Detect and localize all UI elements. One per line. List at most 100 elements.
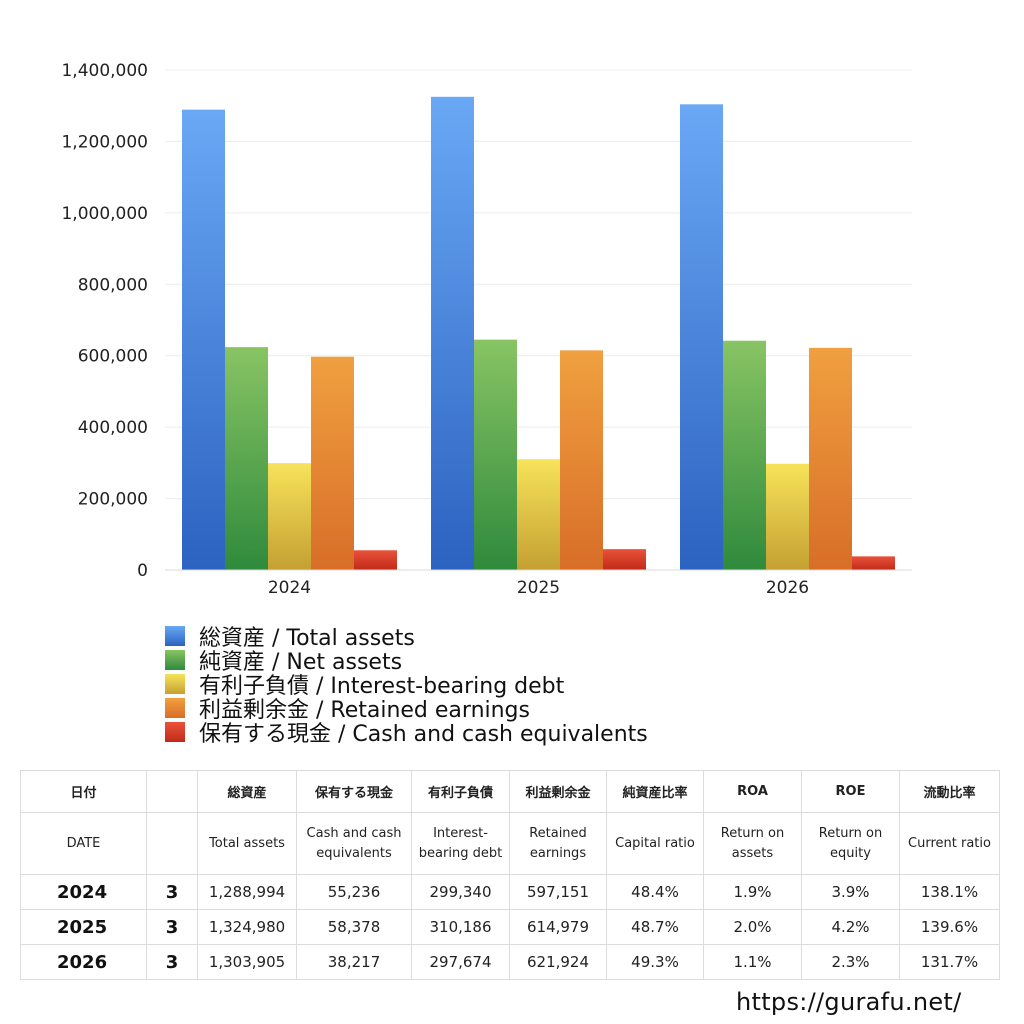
bar-chart: 0 200,000 400,000 600,000 800,000 1,000,000 1,… (61, 61, 912, 598)
bar (431, 96, 474, 571)
cell-roe: 3.9% (801, 874, 900, 910)
bar (852, 556, 895, 570)
legend-label: 保有する現金 / Cash and cash equivalents (199, 722, 648, 747)
header-total-assets-jp: 総資産 (197, 770, 297, 813)
cell-capital-ratio: 48.4% (606, 874, 704, 910)
legend-item-interest-bearing-debt: 有利子負債 / Interest-bearing debt (165, 672, 648, 699)
legend-label: 利益剰余金 / Retained earnings (199, 698, 530, 723)
header-debt-jp: 有利子負債 (411, 770, 510, 813)
cell-retained: 621,924 (509, 944, 607, 980)
axes: 0 200,000 400,000 600,000 800,000 1,000,000 1,… (61, 61, 912, 598)
cell-month: 3 (146, 909, 198, 945)
y-tick-label: 200,000 (78, 490, 148, 510)
cell-year: 2026 (20, 944, 147, 980)
cell-cash: 38,217 (296, 944, 412, 980)
legend-swatch (165, 722, 185, 742)
x-tick-label: 2024 (268, 578, 311, 598)
cell-cash: 55,236 (296, 874, 412, 910)
bar (268, 463, 311, 570)
header-roe-en: Return on equity (801, 812, 900, 875)
cell-year: 2025 (20, 909, 147, 945)
table-header-en: DATE Total assets Cash and cash equivale… (20, 812, 1000, 875)
cell-debt: 299,340 (411, 874, 510, 910)
financial-table: 日付 総資産 保有する現金 有利子負債 利益剰余金 純資産比率 ROA ROE … (20, 770, 1000, 980)
bar (474, 339, 517, 570)
x-tick-label: 2026 (766, 578, 809, 598)
bar (560, 350, 603, 570)
bar (354, 550, 397, 570)
cell-roe: 4.2% (801, 909, 900, 945)
bar (680, 104, 723, 570)
cell-month: 3 (146, 874, 198, 910)
table-row: 2026 3 1,303,905 38,217 297,674 621,924 … (20, 944, 1000, 980)
legend-swatch (165, 674, 185, 694)
y-tick-label: 600,000 (78, 347, 148, 367)
cell-current-ratio: 138.1% (899, 874, 1000, 910)
cell-debt: 310,186 (411, 909, 510, 945)
cell-roa: 2.0% (703, 909, 802, 945)
header-roe-jp: ROE (801, 770, 900, 813)
cell-retained: 597,151 (509, 874, 607, 910)
cell-capital-ratio: 49.3% (606, 944, 704, 980)
cell-capital-ratio: 48.7% (606, 909, 704, 945)
cell-cash: 58,378 (296, 909, 412, 945)
bar (766, 463, 809, 570)
header-date-en: DATE (20, 812, 147, 875)
cell-debt: 297,674 (411, 944, 510, 980)
legend-swatch (165, 626, 185, 646)
bar (182, 109, 225, 571)
legend-swatch (165, 698, 185, 718)
header-total-assets-en: Total assets (197, 812, 297, 875)
header-cash-en: Cash and cash equivalents (296, 812, 412, 875)
legend: 総資産 / Total assets 純資産 / Net assets 有利子負… (165, 624, 648, 747)
header-month-jp (146, 770, 198, 813)
header-capital-ratio-jp: 純資産比率 (606, 770, 704, 813)
header-month-en (146, 812, 198, 875)
y-tick-label: 1,200,000 (61, 132, 148, 152)
legend-swatch (165, 650, 185, 670)
cell-roa: 1.1% (703, 944, 802, 980)
x-tick-label: 2025 (517, 578, 560, 598)
cell-roe: 2.3% (801, 944, 900, 980)
y-tick-label: 0 (137, 561, 148, 581)
cell-total-assets: 1,303,905 (197, 944, 297, 980)
bar (723, 340, 766, 570)
header-current-ratio-jp: 流動比率 (899, 770, 1000, 813)
header-roa-jp: ROA (703, 770, 802, 813)
header-current-ratio-en: Current ratio (899, 812, 1000, 875)
bar (225, 347, 268, 570)
legend-item-cash: 保有する現金 / Cash and cash equivalents (165, 720, 648, 747)
cell-total-assets: 1,324,980 (197, 909, 297, 945)
table-row: 2025 3 1,324,980 58,378 310,186 614,979 … (20, 909, 1000, 945)
cell-roa: 1.9% (703, 874, 802, 910)
header-retained-en: Retained earnings (509, 812, 607, 875)
legend-label: 有利子負債 / Interest-bearing debt (199, 674, 565, 699)
y-tick-label: 1,400,000 (61, 61, 148, 81)
bar (603, 549, 646, 570)
bar (311, 356, 354, 570)
legend-label: 総資産 / Total assets (199, 626, 415, 651)
footer-url[interactable]: https://gurafu.net/ (736, 988, 962, 1016)
header-cash-jp: 保有する現金 (296, 770, 412, 813)
table-row: 2024 3 1,288,994 55,236 299,340 597,151 … (20, 874, 1000, 910)
cell-total-assets: 1,288,994 (197, 874, 297, 910)
cell-retained: 614,979 (509, 909, 607, 945)
bar (517, 459, 560, 570)
legend-item-retained-earnings: 利益剰余金 / Retained earnings (165, 696, 648, 723)
bars (182, 96, 895, 571)
cell-current-ratio: 139.6% (899, 909, 1000, 945)
cell-year: 2024 (20, 874, 147, 910)
header-capital-ratio-en: Capital ratio (606, 812, 704, 875)
gridlines (165, 69, 912, 500)
y-tick-label: 400,000 (78, 418, 148, 438)
cell-current-ratio: 131.7% (899, 944, 1000, 980)
header-date-jp: 日付 (20, 770, 147, 813)
table-header-jp: 日付 総資産 保有する現金 有利子負債 利益剰余金 純資産比率 ROA ROE … (20, 770, 1000, 813)
y-tick-label: 800,000 (78, 275, 148, 295)
header-roa-en: Return on assets (703, 812, 802, 875)
legend-item-net-assets: 純資産 / Net assets (165, 648, 648, 675)
legend-item-total-assets: 総資産 / Total assets (165, 624, 648, 651)
bar (809, 347, 852, 570)
header-debt-en: Interest-bearing debt (411, 812, 510, 875)
header-retained-jp: 利益剰余金 (509, 770, 607, 813)
